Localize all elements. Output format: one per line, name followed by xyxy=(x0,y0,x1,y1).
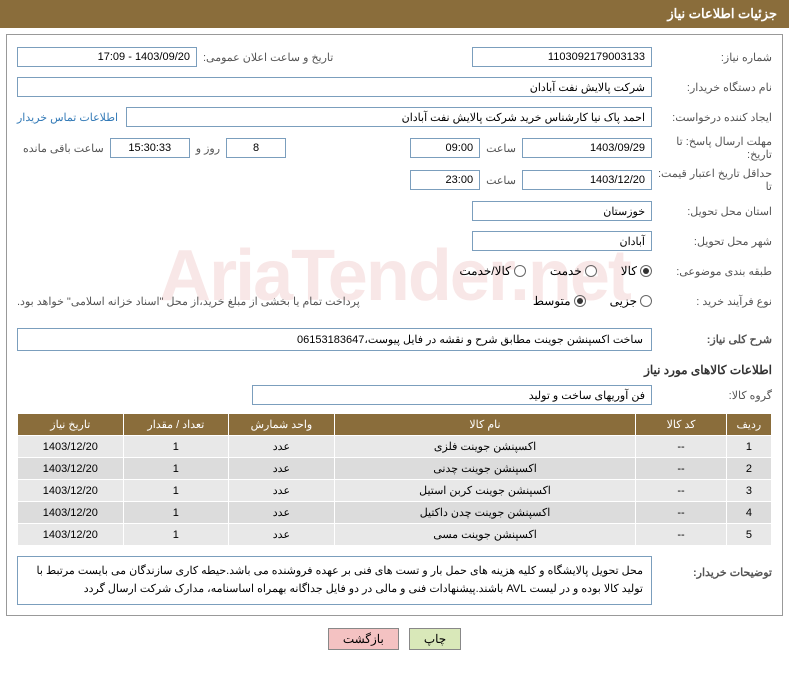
category-option-0[interactable]: کالا xyxy=(621,264,652,278)
label-category: طبقه بندی موضوعی: xyxy=(652,265,772,278)
table-row: 5--اکسپنشن جوینت مسیعدد11403/12/20 xyxy=(18,524,772,546)
field-price-validity-time: 23:00 xyxy=(410,170,480,190)
label-overall-desc: شرح کلی نیاز: xyxy=(652,333,772,346)
field-requester: احمد پاک نیا کارشناس خرید شرکت پالایش نف… xyxy=(126,107,652,127)
goods-table: ردیفکد کالانام کالاواحد شمارشتعداد / مقد… xyxy=(17,413,772,546)
radio-icon xyxy=(574,295,586,307)
table-cell: اکسپنشن جوینت چدن داکتیل xyxy=(334,502,636,524)
label-goods-group: گروه کالا: xyxy=(652,389,772,402)
table-header: واحد شمارش xyxy=(229,414,335,436)
field-overall-desc: ساخت اکسپنشن جوینت مطابق شرح و نقشه در ف… xyxy=(17,328,652,351)
table-cell: 5 xyxy=(726,524,771,546)
table-cell: 1403/12/20 xyxy=(18,502,124,524)
form-panel: AriaTender.net شماره نیاز: 1103092179003… xyxy=(6,34,783,616)
table-row: 2--اکسپنشن جوینت چدنیعدد11403/12/20 xyxy=(18,458,772,480)
label-buyer-org: نام دستگاه خریدار: xyxy=(652,81,772,94)
table-header: تعداد / مقدار xyxy=(123,414,229,436)
table-cell: اکسپنشن جوینت مسی xyxy=(334,524,636,546)
radio-icon xyxy=(514,265,526,277)
table-cell: 1403/12/20 xyxy=(18,458,124,480)
table-cell: 3 xyxy=(726,480,771,502)
label-price-validity: حداقل تاریخ اعتبار قیمت: تا xyxy=(652,167,772,193)
table-row: 4--اکسپنشن جوینت چدن داکتیلعدد11403/12/2… xyxy=(18,502,772,524)
buyer-contact-link[interactable]: اطلاعات تماس خریدار xyxy=(17,111,118,124)
field-goods-group: فن آوریهای ساخت و تولید xyxy=(252,385,652,405)
table-cell: 1403/12/20 xyxy=(18,480,124,502)
table-cell: اکسپنشن جوینت فلزی xyxy=(334,436,636,458)
purchase-option-0[interactable]: جزیی xyxy=(610,294,652,308)
table-cell: 1 xyxy=(123,502,229,524)
field-announce-datetime: 1403/09/20 - 17:09 xyxy=(17,47,197,67)
field-city: آبادان xyxy=(472,231,652,251)
category-option-2[interactable]: کالا/خدمت xyxy=(459,264,525,278)
table-cell: 1403/12/20 xyxy=(18,524,124,546)
purchase-radio-group: جزیی متوسط xyxy=(513,294,652,308)
label-city: شهر محل تحویل: xyxy=(652,235,772,248)
radio-icon xyxy=(640,295,652,307)
category-option-1[interactable]: خدمت xyxy=(550,264,597,278)
label-time-2: ساعت xyxy=(480,174,522,187)
field-need-number: 1103092179003133 xyxy=(472,47,652,67)
purchase-note: پرداخت تمام یا بخشی از مبلغ خرید،از محل … xyxy=(17,295,360,308)
radio-label: جزیی xyxy=(610,294,637,308)
label-purchase-type: نوع فرآیند خرید : xyxy=(652,295,772,308)
table-cell: عدد xyxy=(229,436,335,458)
table-cell: -- xyxy=(636,480,726,502)
field-buyer-notes: محل تحویل پالایشگاه و کلیه هزینه های حمل… xyxy=(17,556,652,605)
goods-info-title: اطلاعات کالاهای مورد نیاز xyxy=(17,363,772,377)
table-cell: عدد xyxy=(229,480,335,502)
table-cell: 4 xyxy=(726,502,771,524)
purchase-option-1[interactable]: متوسط xyxy=(533,294,586,308)
table-cell: عدد xyxy=(229,524,335,546)
radio-label: متوسط xyxy=(533,294,571,308)
radio-icon xyxy=(585,265,597,277)
table-cell: 1403/12/20 xyxy=(18,436,124,458)
table-cell: -- xyxy=(636,458,726,480)
label-buyer-notes: توضیحات خریدار: xyxy=(652,556,772,579)
table-row: 1--اکسپنشن جوینت فلزیعدد11403/12/20 xyxy=(18,436,772,458)
table-cell: 1 xyxy=(123,480,229,502)
table-header: تاریخ نیاز xyxy=(18,414,124,436)
field-buyer-org: شرکت پالایش نفت آبادان xyxy=(17,77,652,97)
label-need-number: شماره نیاز: xyxy=(652,51,772,64)
table-cell: -- xyxy=(636,524,726,546)
radio-icon xyxy=(640,265,652,277)
table-cell: اکسپنشن جوینت کربن استیل xyxy=(334,480,636,502)
label-days-and: روز و xyxy=(190,142,226,155)
field-price-validity-date: 1403/12/20 xyxy=(522,170,652,190)
table-header: کد کالا xyxy=(636,414,726,436)
table-header: نام کالا xyxy=(334,414,636,436)
label-time-1: ساعت xyxy=(480,142,522,155)
category-radio-group: کالا خدمت کالا/خدمت xyxy=(17,264,652,278)
label-time-remaining: ساعت باقی مانده xyxy=(17,142,110,155)
page-header: جزئیات اطلاعات نیاز xyxy=(0,0,789,28)
table-cell: -- xyxy=(636,436,726,458)
table-cell: 2 xyxy=(726,458,771,480)
table-cell: عدد xyxy=(229,502,335,524)
label-announce-datetime: تاریخ و ساعت اعلان عمومی: xyxy=(197,51,339,64)
radio-label: کالا xyxy=(621,264,637,278)
table-cell: عدد xyxy=(229,458,335,480)
table-cell: -- xyxy=(636,502,726,524)
radio-label: کالا/خدمت xyxy=(459,264,510,278)
table-cell: 1 xyxy=(123,524,229,546)
label-requester: ایجاد کننده درخواست: xyxy=(652,111,772,124)
table-cell: 1 xyxy=(726,436,771,458)
field-response-time: 09:00 xyxy=(410,138,480,158)
label-response-deadline: مهلت ارسال پاسخ: تا تاریخ: xyxy=(652,135,772,161)
field-days-remaining: 8 xyxy=(226,138,286,158)
field-countdown: 15:30:33 xyxy=(110,138,190,158)
label-province: استان محل تحویل: xyxy=(652,205,772,218)
back-button[interactable]: بازگشت xyxy=(328,628,399,650)
table-cell: 1 xyxy=(123,436,229,458)
field-response-date: 1403/09/29 xyxy=(522,138,652,158)
table-cell: اکسپنشن جوینت چدنی xyxy=(334,458,636,480)
table-header: ردیف xyxy=(726,414,771,436)
table-cell: 1 xyxy=(123,458,229,480)
table-row: 3--اکسپنشن جوینت کربن استیلعدد11403/12/2… xyxy=(18,480,772,502)
print-button[interactable]: چاپ xyxy=(409,628,461,650)
radio-label: خدمت xyxy=(550,264,582,278)
field-province: خوزستان xyxy=(472,201,652,221)
